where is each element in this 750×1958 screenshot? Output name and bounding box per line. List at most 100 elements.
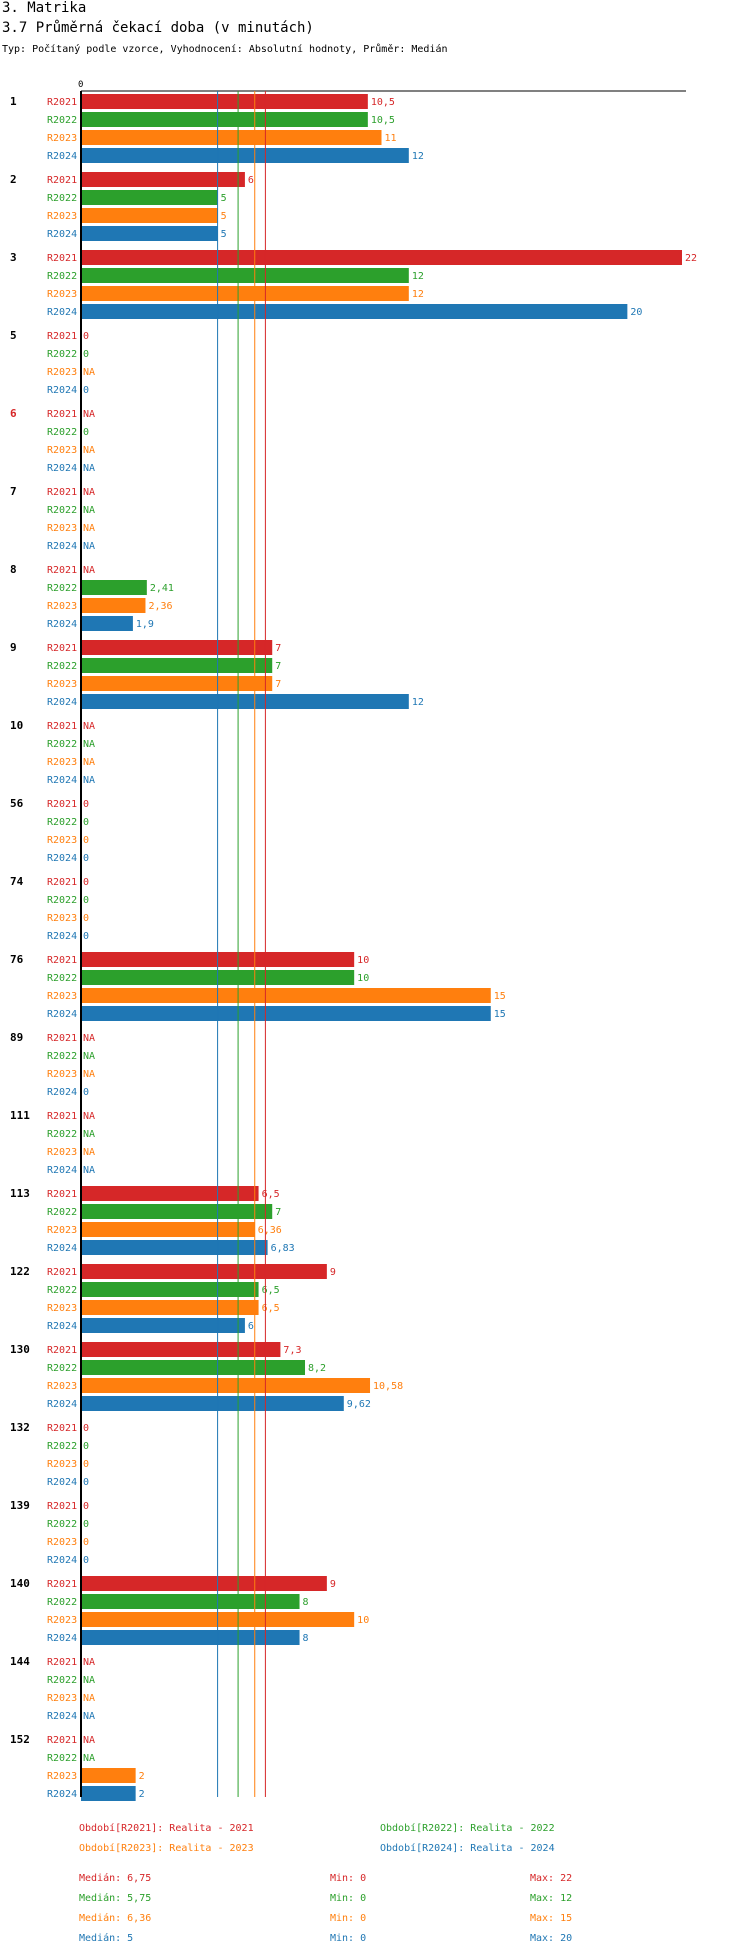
- legend-entry: Období[R2021]: Realita - 2021: [79, 1823, 254, 1834]
- value-label: 0: [83, 1441, 89, 1452]
- period-label: R2021: [47, 331, 77, 342]
- group-label: 74: [10, 875, 24, 888]
- value-label: NA: [83, 1711, 95, 1722]
- period-label: R2021: [47, 1111, 77, 1122]
- bar: [81, 130, 382, 145]
- group-label: 132: [10, 1421, 30, 1434]
- bar: [81, 226, 218, 241]
- period-label: R2023: [47, 913, 77, 924]
- bar: [81, 1318, 245, 1333]
- value-label: 5: [221, 211, 227, 222]
- group-label: 139: [10, 1499, 30, 1512]
- value-label: NA: [83, 1033, 95, 1044]
- bar: [81, 112, 368, 127]
- value-label: 0: [83, 1459, 89, 1470]
- value-label: 0: [83, 1555, 89, 1566]
- bar: [81, 1576, 327, 1591]
- value-label: 7: [275, 661, 281, 672]
- value-label: 6: [248, 175, 254, 186]
- period-label: R2023: [47, 679, 77, 690]
- value-label: NA: [83, 757, 95, 768]
- period-label: R2024: [47, 1555, 77, 1566]
- group-label: 111: [10, 1109, 30, 1122]
- value-label: 12: [412, 151, 424, 162]
- value-label: NA: [83, 1165, 95, 1176]
- bar: [81, 1282, 259, 1297]
- value-label: NA: [83, 721, 95, 732]
- value-label: 8,2: [308, 1363, 326, 1374]
- period-label: R2021: [47, 409, 77, 420]
- value-label: 7: [275, 679, 281, 690]
- value-label: 9: [330, 1579, 336, 1590]
- bar: [81, 172, 245, 187]
- period-label: R2023: [47, 991, 77, 1002]
- period-label: R2024: [47, 151, 77, 162]
- group-label: 122: [10, 1265, 30, 1278]
- value-label: 6,5: [262, 1189, 280, 1200]
- group-label: 6: [10, 407, 17, 420]
- period-label: R2023: [47, 1459, 77, 1470]
- value-label: 9,62: [347, 1399, 371, 1410]
- value-label: 0: [83, 853, 89, 864]
- group-label: 9: [10, 641, 17, 654]
- period-label: R2023: [47, 1771, 77, 1782]
- bar: [81, 286, 409, 301]
- group-label: 10: [10, 719, 23, 732]
- stat-min: Min: 0: [330, 1913, 367, 1924]
- period-label: R2024: [47, 1633, 77, 1644]
- value-label: NA: [83, 505, 95, 516]
- value-label: NA: [83, 1111, 95, 1122]
- stat-max: Max: 20: [530, 1933, 573, 1944]
- bar: [81, 1204, 273, 1219]
- period-label: R2021: [47, 253, 77, 264]
- period-label: R2021: [47, 1189, 77, 1200]
- group-label: 7: [10, 485, 17, 498]
- period-label: R2021: [47, 877, 77, 888]
- period-label: R2023: [47, 1303, 77, 1314]
- group-label: 89: [10, 1031, 23, 1044]
- bar: [81, 1768, 136, 1783]
- group-label: 113: [10, 1187, 30, 1200]
- value-label: NA: [83, 1753, 95, 1764]
- value-label: 0: [83, 427, 89, 438]
- bar: [81, 1360, 306, 1375]
- stat-min: Min: 0: [330, 1933, 367, 1944]
- value-label: 11: [385, 133, 397, 144]
- stat-max: Max: 15: [530, 1913, 573, 1924]
- period-label: R2024: [47, 541, 77, 552]
- group-label: 144: [10, 1655, 30, 1668]
- value-label: NA: [83, 445, 95, 456]
- value-label: 2,36: [148, 601, 172, 612]
- bar: [81, 1264, 327, 1279]
- period-label: R2024: [47, 1243, 77, 1254]
- period-label: R2022: [47, 1675, 77, 1686]
- bar: [81, 94, 368, 109]
- bar: [81, 1240, 268, 1255]
- value-label: 0: [83, 1423, 89, 1434]
- period-label: R2022: [47, 1051, 77, 1062]
- period-label: R2022: [47, 1363, 77, 1374]
- stat-median: Medián: 5,75: [79, 1893, 152, 1904]
- value-label: 6,36: [258, 1225, 282, 1236]
- value-label: 9: [330, 1267, 336, 1278]
- period-label: R2021: [47, 1657, 77, 1668]
- period-label: R2024: [47, 463, 77, 474]
- bar: [81, 1378, 371, 1393]
- value-label: 0: [83, 1087, 89, 1098]
- value-label: 15: [494, 1009, 506, 1020]
- value-label: 10: [357, 973, 369, 984]
- value-label: 0: [83, 877, 89, 888]
- group-label: 76: [10, 953, 24, 966]
- stat-median: Medián: 6,75: [79, 1873, 152, 1884]
- value-label: 0: [83, 349, 89, 360]
- period-label: R2021: [47, 799, 77, 810]
- bar: [81, 1396, 344, 1411]
- value-label: NA: [83, 367, 95, 378]
- period-label: R2024: [47, 853, 77, 864]
- period-label: R2023: [47, 1693, 77, 1704]
- value-label: NA: [83, 1129, 95, 1140]
- value-label: 2,41: [150, 583, 174, 594]
- legend-entry: Období[R2022]: Realita - 2022: [380, 1823, 555, 1834]
- bar: [81, 208, 218, 223]
